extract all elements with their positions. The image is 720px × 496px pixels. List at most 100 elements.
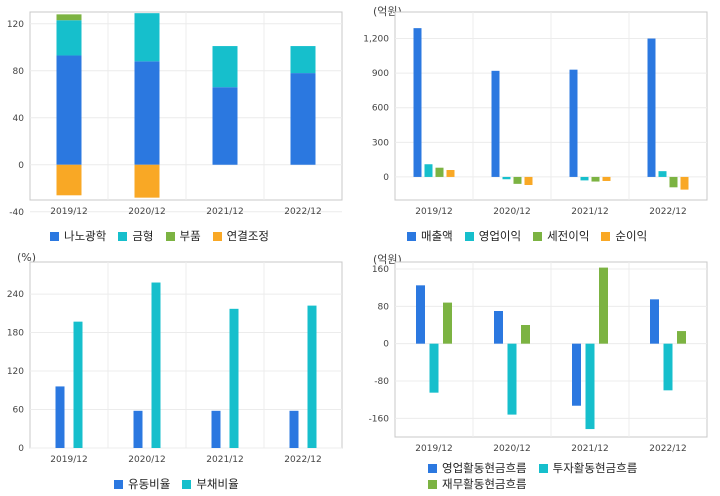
legend-swatch (50, 232, 59, 241)
bar (73, 321, 83, 448)
bar (513, 176, 522, 184)
bar (424, 164, 433, 177)
bar (55, 386, 65, 448)
bar (134, 61, 160, 165)
bar (289, 410, 299, 448)
bar (647, 38, 656, 177)
bar (229, 308, 239, 448)
y-tick-label: 80 (13, 67, 25, 77)
y-tick-label: 1,200 (363, 35, 389, 45)
bar (56, 14, 82, 21)
legend-item: 투자활동현금흐름 (538, 460, 638, 476)
bar (524, 176, 533, 186)
y-tick-label: -160 (369, 414, 390, 424)
y-tick-label: 0 (18, 444, 24, 454)
chart-income-plot: 0 300 600 900 1,200 2019/12 2020/12 2021/12 2022… (363, 11, 708, 217)
legend-swatch (428, 480, 437, 489)
y-tick-label: 600 (372, 104, 389, 114)
bar (650, 299, 659, 344)
legend-label: 매출액 (421, 229, 453, 243)
bar (502, 176, 511, 180)
x-tick-label: 2020/12 (128, 207, 165, 217)
y-tick-label: -80 (374, 377, 389, 387)
bar (134, 164, 160, 198)
x-tick-label: 2022/12 (649, 444, 686, 454)
bar (663, 343, 673, 391)
bar (429, 343, 439, 393)
x-tick-label: 2021/12 (206, 207, 243, 217)
legend-item: 연결조정 (212, 228, 269, 244)
chart-product-revenue-legend: 나노광학 금형 부품 연결조정 (50, 228, 281, 244)
x-tick-label: 2019/12 (415, 207, 452, 217)
legend-swatch (165, 232, 175, 241)
legend-label: 부채비율 (196, 477, 239, 491)
bar (133, 410, 143, 448)
bar (290, 73, 316, 165)
bar (134, 13, 160, 62)
chart-cashflow: (억원) -160 -80 0 80 160 2019/12 2020/12 2021/12 2… (360, 248, 720, 496)
legend-label: 세전이익 (547, 229, 590, 243)
legend-item: 금형 (118, 228, 154, 244)
bar (56, 20, 82, 56)
chart-cashflow-plot: -160 -80 0 80 160 2019/12 2020/12 2021/12 2022/1… (369, 261, 708, 454)
legend-row: 영업활동현금흐름 투자활동현금흐름 (428, 460, 649, 476)
legend-item: 재무활동현금흐름 (428, 476, 527, 492)
bar (56, 55, 82, 165)
legend-label: 부품 (179, 229, 201, 243)
legend-item: 유동비율 (114, 476, 170, 492)
bar (521, 325, 530, 344)
y-tick-label: 160 (372, 265, 389, 275)
y-tick-label: 60 (13, 406, 25, 416)
y-tick-label: 240 (7, 290, 24, 300)
legend-item: 순이익 (601, 228, 647, 244)
legend-label: 나노광학 (64, 229, 107, 243)
legend-swatch (538, 464, 548, 473)
bar (491, 70, 500, 177)
chart-ratios-unit: (%) (17, 251, 37, 264)
bar (602, 176, 611, 181)
bar (416, 285, 425, 344)
x-tick-label: 2020/12 (493, 444, 530, 454)
legend-row: 재무활동현금흐름 (428, 476, 649, 492)
legend-label: 순이익 (615, 229, 648, 243)
y-tick-label: 900 (372, 69, 389, 79)
x-tick-label: 2021/12 (571, 207, 608, 217)
bar (585, 343, 595, 430)
legend-swatch (114, 480, 123, 489)
legend-item: 영업이익 (464, 228, 522, 244)
y-tick-label: 0 (383, 173, 389, 183)
bar (494, 311, 503, 344)
legend-row: 매출액 영업이익 세전이익 순이익 (407, 228, 659, 244)
bar (680, 176, 689, 190)
x-tick-label: 2022/12 (284, 207, 321, 217)
bar (435, 167, 444, 177)
x-tick-label: 2020/12 (493, 207, 530, 217)
chart-ratios-legend: 유동비율 부채비율 (114, 476, 251, 492)
legend-item: 매출액 (407, 228, 453, 244)
y-tick-label: 0 (18, 161, 24, 171)
legend-swatch (118, 232, 128, 241)
bar (572, 343, 581, 406)
legend-item: 부품 (165, 228, 201, 244)
legend-label: 영업활동현금흐름 (442, 461, 527, 475)
legend-label: 연결조정 (226, 229, 269, 243)
y-tick-label: 120 (7, 20, 24, 30)
legend-item: 세전이익 (533, 228, 589, 244)
bar (56, 164, 82, 196)
bar (151, 282, 161, 448)
legend-label: 영업이익 (478, 229, 522, 243)
bar (290, 46, 316, 74)
legend-swatch (601, 232, 611, 241)
legend-swatch (428, 464, 437, 473)
bar (211, 410, 221, 448)
y-tick-label: -40 (9, 208, 24, 218)
x-tick-label: 2019/12 (50, 207, 87, 217)
legend-label: 투자활동현금흐름 (552, 461, 638, 475)
legend-swatch (182, 480, 192, 489)
x-tick-label: 2020/12 (128, 455, 165, 465)
bar (580, 176, 589, 181)
y-tick-label: 80 (378, 302, 390, 312)
chart-ratios: (%) 0 60 120 180 240 2019/12 2020/12 2021/12 202… (0, 248, 360, 496)
bar (446, 170, 455, 177)
